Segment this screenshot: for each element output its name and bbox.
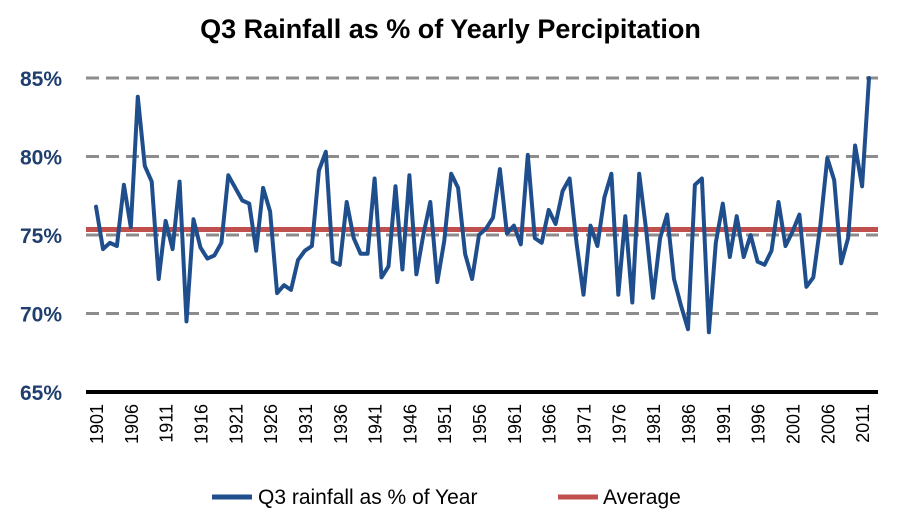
x-tick-label: 1991 xyxy=(714,404,734,444)
y-tick-label: 70% xyxy=(20,304,62,327)
x-tick-label: 1981 xyxy=(644,404,664,444)
rainfall-series xyxy=(94,76,871,335)
chart-title: Q3 Rainfall as % of Yearly Percipitation xyxy=(200,14,701,44)
x-tick-label: 1931 xyxy=(296,404,316,444)
x-tick-label: 1966 xyxy=(540,404,560,444)
x-tick-label: 1921 xyxy=(226,404,246,444)
grid-lines xyxy=(86,76,878,315)
x-tick-label: 1986 xyxy=(679,404,699,444)
x-axis-tick-labels: 1901 1906 1911 1916 1921 1926 1931 1936 1941 1946… xyxy=(87,404,873,444)
x-tick-label: 1916 xyxy=(191,404,211,444)
y-tick-label: 75% xyxy=(20,225,62,248)
legend-label-rainfall: Q3 rainfall as % of Year xyxy=(258,486,477,509)
x-tick-label: 1926 xyxy=(261,404,281,444)
x-tick-label: 1971 xyxy=(575,404,595,444)
x-tick-label: 1951 xyxy=(435,404,455,444)
x-tick-label: 1946 xyxy=(400,404,420,444)
x-tick-label: 1901 xyxy=(87,404,107,444)
x-tick-label: 1906 xyxy=(122,404,142,444)
x-tick-label: 1911 xyxy=(157,404,177,443)
x-tick-label: 1941 xyxy=(366,404,386,444)
x-tick-label: 2011 xyxy=(853,404,873,443)
y-tick-label: 80% xyxy=(20,147,62,170)
x-tick-label: 1961 xyxy=(505,404,525,444)
y-tick-label: 65% xyxy=(20,382,62,405)
legend: Q3 rainfall as % of Year Average xyxy=(212,486,681,509)
y-axis-tick-labels: 85% 80% 75% 70% 65% xyxy=(20,68,62,405)
legend-label-average: Average xyxy=(603,486,681,509)
x-tick-label: 1996 xyxy=(749,404,769,444)
x-tick-label: 1976 xyxy=(609,404,629,444)
y-tick-label: 85% xyxy=(20,68,62,91)
x-tick-label: 1936 xyxy=(331,404,351,444)
rainfall-line xyxy=(94,76,871,335)
x-tick-label: 2001 xyxy=(783,404,803,444)
x-tick-label: 1956 xyxy=(470,404,490,444)
x-tick-label: 2006 xyxy=(818,404,838,444)
